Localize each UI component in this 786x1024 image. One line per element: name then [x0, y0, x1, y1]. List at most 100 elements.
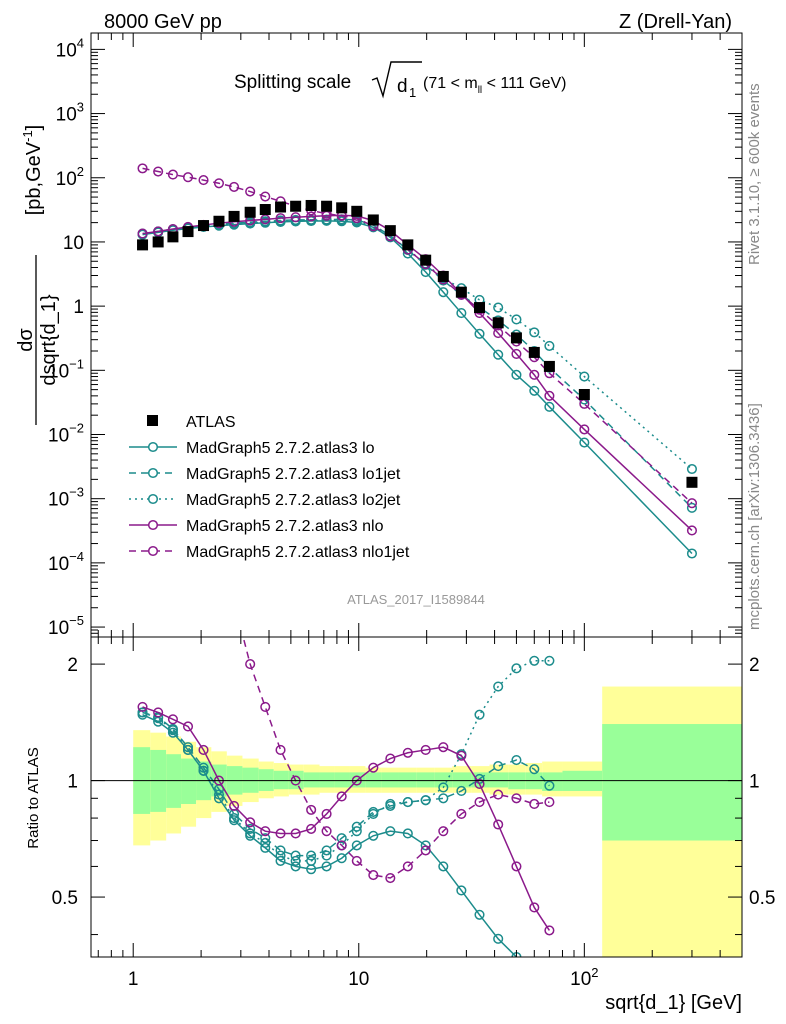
data-marker: [137, 239, 149, 251]
series-marker: [137, 163, 148, 174]
ratio-marker: [474, 797, 485, 808]
ratio-marker: [336, 840, 347, 851]
ratio-marker: [321, 861, 332, 872]
series-marker: [686, 525, 698, 536]
y-axis-title-main: dσ dsqrt{d_1}: [15, 255, 60, 425]
ratio-marker: [167, 714, 178, 725]
data-marker: [437, 270, 449, 282]
ratio-marker: [351, 826, 362, 837]
ratio-tick-label-left: 2: [67, 655, 78, 676]
ratio-marker: [385, 872, 396, 884]
y-tick-label: 10−2: [48, 420, 84, 446]
series-marker: [493, 328, 504, 339]
band-inner-bin: [319, 772, 335, 788]
ratio-marker: [198, 765, 209, 776]
legend-label: MadGraph5 2.7.2.atlas3 lo2jet: [186, 492, 401, 509]
ratio-marker: [306, 850, 317, 861]
x-tick-label: 102: [570, 965, 598, 990]
ratio-marker: [321, 850, 332, 861]
ratio-marker: [306, 823, 317, 834]
data-marker: [228, 210, 240, 222]
data-marker: [420, 254, 432, 266]
ratio-marker: [438, 742, 449, 753]
ratio-series: [137, 637, 555, 957]
header-process: Z (Drell-Yan): [619, 11, 732, 33]
series-marker: [579, 424, 590, 435]
x-tick-label: 1: [128, 969, 139, 990]
ratio-marker: [351, 840, 362, 851]
ratio-marker: [511, 861, 522, 872]
band-inner-bin: [381, 772, 399, 788]
ratio-marker: [456, 885, 467, 896]
ratio-marker: [198, 744, 209, 755]
ratio-line-4: [242, 637, 550, 879]
data-marker: [492, 317, 504, 329]
plot-title-main: Splitting scale: [234, 72, 351, 93]
y-tick-label: 102: [56, 164, 84, 190]
series-marker: [137, 228, 148, 239]
ratio-marker: [474, 778, 485, 790]
data-marker: [367, 214, 379, 226]
ratio-marker: [529, 798, 540, 810]
ratio-marker: [321, 845, 332, 856]
ratio-marker: [402, 797, 413, 808]
ratio-marker: [385, 826, 396, 837]
series-marker: [351, 216, 362, 227]
ratio-marker: [474, 709, 485, 720]
band-inner-bin: [303, 772, 320, 788]
ratio-marker: [493, 933, 504, 944]
series-marker: [493, 349, 504, 360]
series-marker: [260, 214, 271, 225]
y-axis-title-num: dσ: [15, 328, 37, 352]
band-inner-bin: [602, 724, 742, 841]
series-marker: [511, 314, 522, 325]
plot-title-symbol-sub: 1: [409, 85, 416, 100]
axes: 1 10 102 10−5 10−4 10−3 10−2 10−1 1 10 102 103 104 0.…: [48, 32, 775, 990]
ratio-marker: [385, 753, 396, 764]
ratio-marker: [511, 663, 522, 674]
y-tick-label: 10−4: [48, 549, 84, 575]
data-marker: [578, 388, 590, 400]
data-marker: [543, 360, 555, 372]
ratio-tick-label-right: 2: [749, 655, 760, 676]
y-axis-title-unit: [pb,GeV-1]: [20, 125, 45, 216]
ratio-marker: [245, 659, 256, 670]
series-marker: [544, 401, 555, 412]
plot-title-cut-sub: ll: [478, 85, 482, 96]
ratio-marker: [420, 795, 431, 806]
ratio-marker: [153, 713, 164, 724]
y-axis-unit-sup: -1: [20, 130, 35, 142]
ratio-marker: [213, 789, 225, 800]
legend-label: MadGraph5 2.7.2.atlas3 nlo1jet: [186, 544, 410, 561]
series-marker: [153, 166, 164, 177]
ratio-line-3: [142, 706, 551, 931]
ratio-marker: [336, 853, 347, 864]
ratio-marker: [260, 837, 271, 848]
data-marker: [305, 199, 317, 211]
mcplots-label: mcplots.cern.ch [arXiv:1306.3436]: [746, 403, 763, 630]
ratio-marker: [153, 707, 164, 718]
ratio-marker: [306, 855, 317, 866]
y-tick-label: 10: [63, 233, 84, 254]
ratio-marker: [420, 744, 431, 755]
ratio-tick-label-left: 0.5: [52, 888, 78, 909]
series-marker: [182, 172, 194, 183]
ratio-marker: [402, 828, 413, 839]
series-marker: [229, 181, 240, 192]
legend: ATLAS MadGraph5 2.7.2.atlas3 lo MadGraph5 …: [129, 414, 410, 561]
ratio-marker: [182, 742, 194, 753]
series-marker: [306, 211, 317, 222]
ratio-marker: [321, 826, 332, 837]
x-tick-label: 10: [348, 969, 369, 990]
ratio-marker: [493, 681, 504, 692]
ratio-marker: [245, 823, 256, 834]
ratio-marker: [368, 808, 379, 819]
data-marker: [474, 302, 486, 314]
ratio-marker: [321, 808, 332, 819]
ratio-tick-label-right: 1: [749, 772, 760, 793]
ratio-marker: [306, 804, 317, 815]
plot-title-cut: (71 < mll < 111 GeV): [423, 75, 566, 96]
ratio-marker: [402, 747, 413, 758]
ratio-marker: [511, 793, 522, 804]
data-marker: [152, 236, 164, 248]
